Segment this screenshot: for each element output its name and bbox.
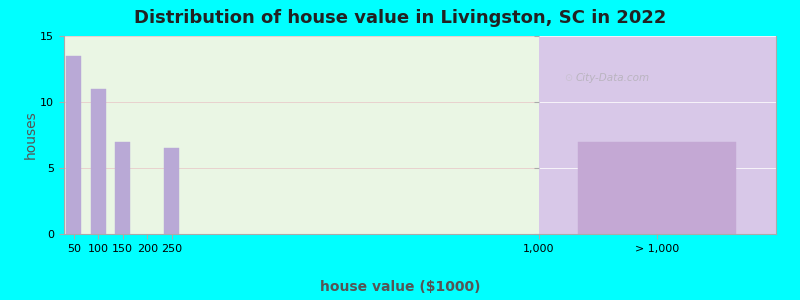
Bar <box>91 89 106 234</box>
Bar <box>115 142 130 234</box>
Text: Distribution of house value in Livingston, SC in 2022: Distribution of house value in Livingsto… <box>134 9 666 27</box>
Y-axis label: houses: houses <box>23 111 38 159</box>
Bar <box>66 56 81 234</box>
Text: City-Data.com: City-Data.com <box>576 73 650 83</box>
Text: house value ($1000): house value ($1000) <box>320 280 480 294</box>
Text: ⊙: ⊙ <box>564 73 572 83</box>
Bar <box>578 142 737 234</box>
Bar <box>164 148 179 234</box>
